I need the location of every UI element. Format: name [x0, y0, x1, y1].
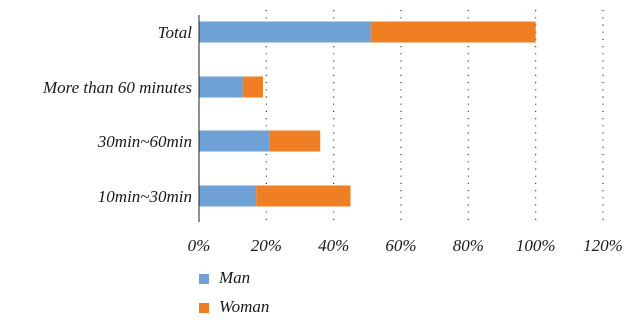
category-labels: Total More than 60 minutes 30min~60min 10mi… — [42, 23, 192, 206]
legend-label-man: Man — [218, 268, 250, 287]
legend-label-woman: Woman — [219, 297, 269, 316]
x-tick-label: 80% — [453, 236, 484, 255]
bars — [199, 21, 536, 207]
bar-man-2 — [199, 130, 270, 152]
bar-woman-3 — [256, 185, 351, 207]
category-label: 30min~60min — [97, 132, 192, 151]
bar-man-0 — [199, 21, 371, 43]
bar-man-1 — [199, 76, 243, 98]
x-tick-label: 60% — [385, 236, 416, 255]
bar-woman-2 — [269, 130, 321, 152]
category-label: 10min~30min — [98, 187, 192, 206]
x-tick-label: 0% — [188, 236, 211, 255]
x-tick-label: 20% — [251, 236, 282, 255]
x-tick-labels: 0% 20% 40% 60% 80% 100% 120% — [188, 236, 623, 255]
x-tick-label: 120% — [583, 236, 623, 255]
legend-swatch-woman — [199, 303, 209, 313]
bar-woman-1 — [242, 76, 263, 98]
bar-woman-0 — [370, 21, 536, 43]
bar-man-3 — [199, 185, 257, 207]
legend-swatch-man — [199, 274, 209, 284]
legend: Man Woman — [199, 268, 269, 316]
category-label: More than 60 minutes — [42, 78, 192, 97]
x-tick-label: 100% — [516, 236, 556, 255]
x-tick-label: 40% — [318, 236, 349, 255]
category-label: Total — [158, 23, 193, 42]
